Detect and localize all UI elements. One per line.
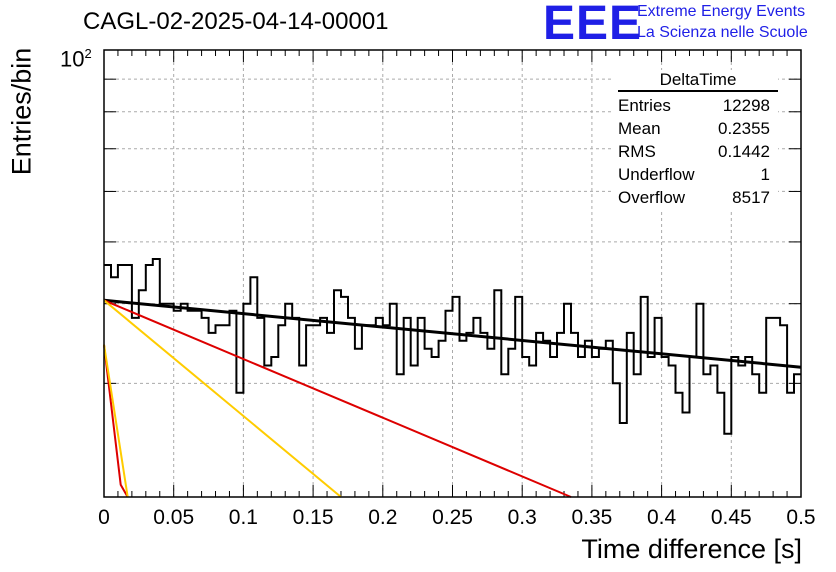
fit-line-main	[103, 298, 802, 369]
stats-value: 1	[760, 165, 770, 184]
x-tick-label: 0.2	[368, 506, 397, 529]
x-tick-label: 0.05	[153, 506, 194, 529]
stats-row-overflow: Overflow 8517	[612, 186, 778, 209]
plot-frame	[103, 49, 802, 498]
eee-logo: EEE	[543, 0, 643, 50]
x-tick-label: 0.1	[229, 506, 258, 529]
x-axis-label: Time difference [s]	[581, 534, 802, 564]
fit-line-component	[103, 299, 342, 498]
stats-label: Entries	[618, 96, 671, 115]
chart-title: CAGL-02-2025-04-14-00001	[83, 8, 389, 35]
stats-label: RMS	[618, 142, 656, 161]
stats-label: Overflow	[618, 188, 686, 207]
x-tick-label: 0.25	[432, 506, 473, 529]
histogram-line	[104, 258, 801, 435]
stats-label: Underflow	[618, 165, 695, 184]
stats-value: 0.2355	[718, 119, 770, 138]
y-tick-label-100: 102	[60, 46, 92, 72]
x-tick-label: 0.3	[508, 506, 537, 529]
stats-row-underflow: Underflow 1	[612, 163, 778, 186]
y-axis-label: Entries/bin	[6, 47, 37, 176]
x-tick-label: 0.5	[786, 506, 815, 529]
x-tick-label: 0.4	[647, 506, 677, 529]
logo-line-1: Extreme Energy Events	[637, 3, 806, 20]
stats-row-mean: Mean 0.2355	[612, 117, 778, 140]
fit-line-component	[103, 344, 129, 498]
fit-line-component	[103, 344, 129, 498]
stats-value: 0.1442	[718, 142, 770, 161]
stats-row-entries: Entries 12298	[612, 94, 778, 117]
stats-title: DeltaTime	[618, 70, 778, 92]
stats-value: 8517	[732, 188, 770, 207]
stats-row-rms: RMS 0.1442	[612, 140, 778, 163]
fit-line-component	[103, 299, 572, 498]
stats-value: 12298	[722, 96, 770, 115]
x-tick-label: 0.45	[711, 506, 752, 529]
logo-line-2: La Scienza nelle Scuole	[637, 24, 808, 41]
y-tick-base: 10	[60, 46, 85, 72]
x-tick-label: 0	[98, 506, 110, 529]
x-tick-label: 0.15	[293, 506, 334, 529]
x-tick-label: 0.35	[571, 506, 612, 529]
stats-label: Mean	[618, 119, 661, 138]
stats-box: DeltaTime Entries 12298 Mean 0.2355 RMS …	[612, 70, 778, 209]
y-tick-exponent: 2	[84, 46, 92, 61]
